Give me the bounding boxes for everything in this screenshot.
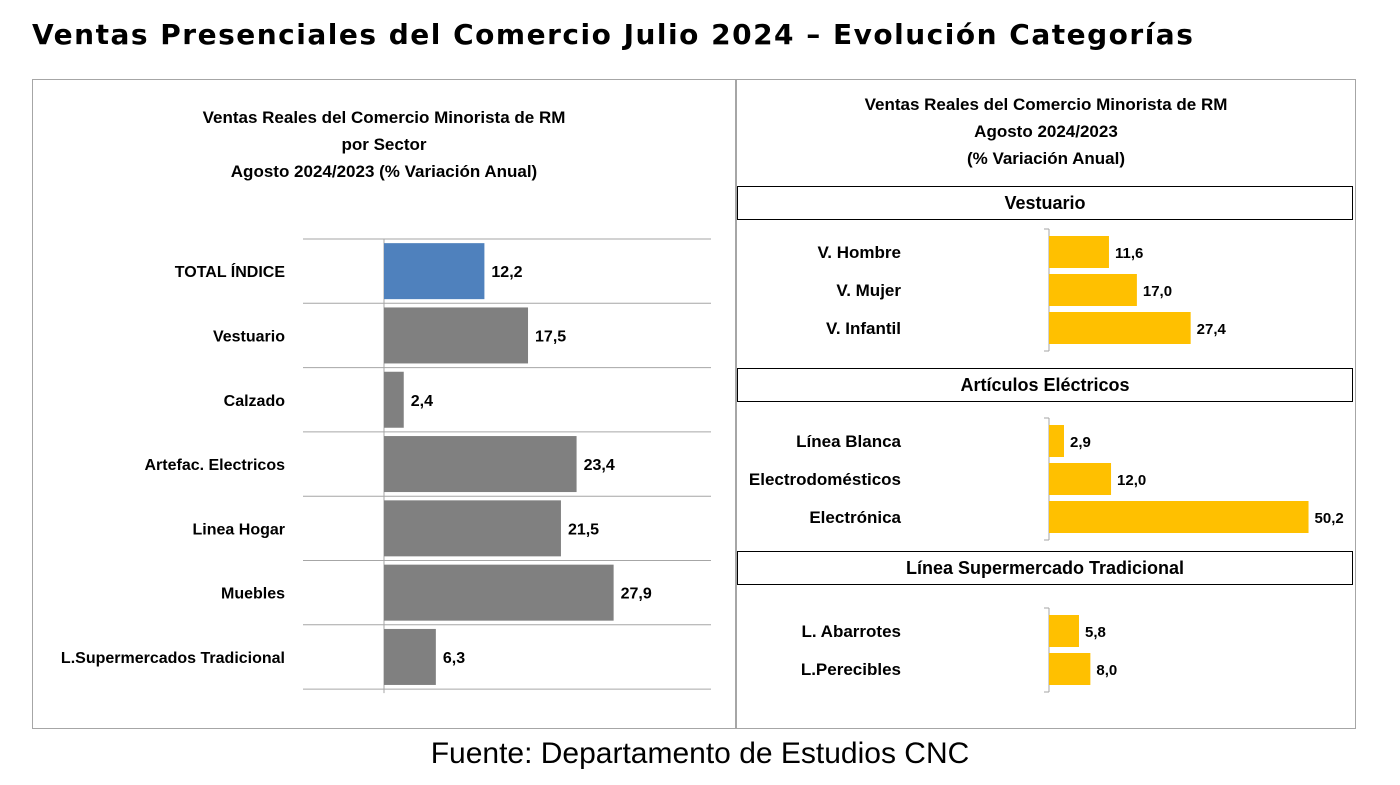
- bar: [384, 307, 528, 363]
- bar: [384, 436, 577, 492]
- category-label: Calzado: [224, 393, 286, 410]
- bar: [1049, 615, 1079, 647]
- category-label: Linea Hogar: [193, 521, 285, 538]
- data-label: 12,0: [1117, 472, 1146, 489]
- category-label: Línea Blanca: [796, 432, 901, 451]
- category-label: Vestuario: [213, 328, 285, 345]
- data-label: 17,0: [1143, 283, 1172, 300]
- data-label: 23,4: [584, 457, 615, 474]
- data-label: 5,8: [1085, 624, 1106, 641]
- bar: [384, 629, 436, 685]
- category-label: V. Infantil: [826, 319, 901, 338]
- bar: [1049, 425, 1064, 457]
- category-label: Muebles: [221, 586, 285, 603]
- category-label: V. Hombre: [818, 243, 901, 262]
- category-label: Electrodomésticos: [749, 470, 901, 489]
- bar: [1049, 463, 1111, 495]
- data-label: 27,9: [621, 586, 652, 603]
- page-title: Ventas Presenciales del Comercio Julio 2…: [32, 18, 1194, 51]
- bar: [384, 565, 614, 621]
- data-label: 17,5: [535, 328, 566, 345]
- category-label: Artefac. Electricos: [144, 457, 285, 474]
- source-note: Fuente: Departamento de Estudios CNC: [0, 737, 1400, 771]
- bar: [1049, 501, 1309, 533]
- data-label: 6,3: [443, 650, 465, 667]
- bar: [384, 243, 484, 299]
- category-label: L.Perecibles: [801, 660, 901, 679]
- sector-bar-chart: 12,2 TOTAL ÍNDICE 17,5 Vestuario 2,4 Calzado 2…: [33, 80, 735, 728]
- category-label: Electrónica: [809, 508, 901, 527]
- bar: [384, 500, 561, 556]
- data-label: 50,2: [1315, 510, 1344, 527]
- category-chart-panel: Ventas Reales del Comercio Minorista de …: [736, 79, 1356, 729]
- category-label: L.Supermercados Tradicional: [61, 650, 285, 667]
- bar: [1049, 653, 1090, 685]
- bar: [1049, 236, 1109, 268]
- sector-chart-panel: Ventas Reales del Comercio Minorista de …: [32, 79, 736, 729]
- category-label: TOTAL ÍNDICE: [175, 262, 286, 281]
- data-label: 12,2: [491, 264, 522, 281]
- bar: [1049, 274, 1137, 306]
- data-label: 21,5: [568, 521, 599, 538]
- data-label: 2,4: [411, 393, 433, 410]
- bar: [384, 372, 404, 428]
- data-label: 8,0: [1096, 662, 1117, 679]
- data-label: 27,4: [1197, 321, 1227, 338]
- bar: [1049, 312, 1191, 344]
- data-label: 2,9: [1070, 434, 1091, 451]
- data-label: 11,6: [1115, 245, 1143, 262]
- category-bar-chart: 11,6 V. Hombre 17,0 V. Mujer 27,4 V. Infantil…: [737, 80, 1355, 728]
- category-label: L. Abarrotes: [801, 622, 901, 641]
- category-label: V. Mujer: [836, 281, 901, 300]
